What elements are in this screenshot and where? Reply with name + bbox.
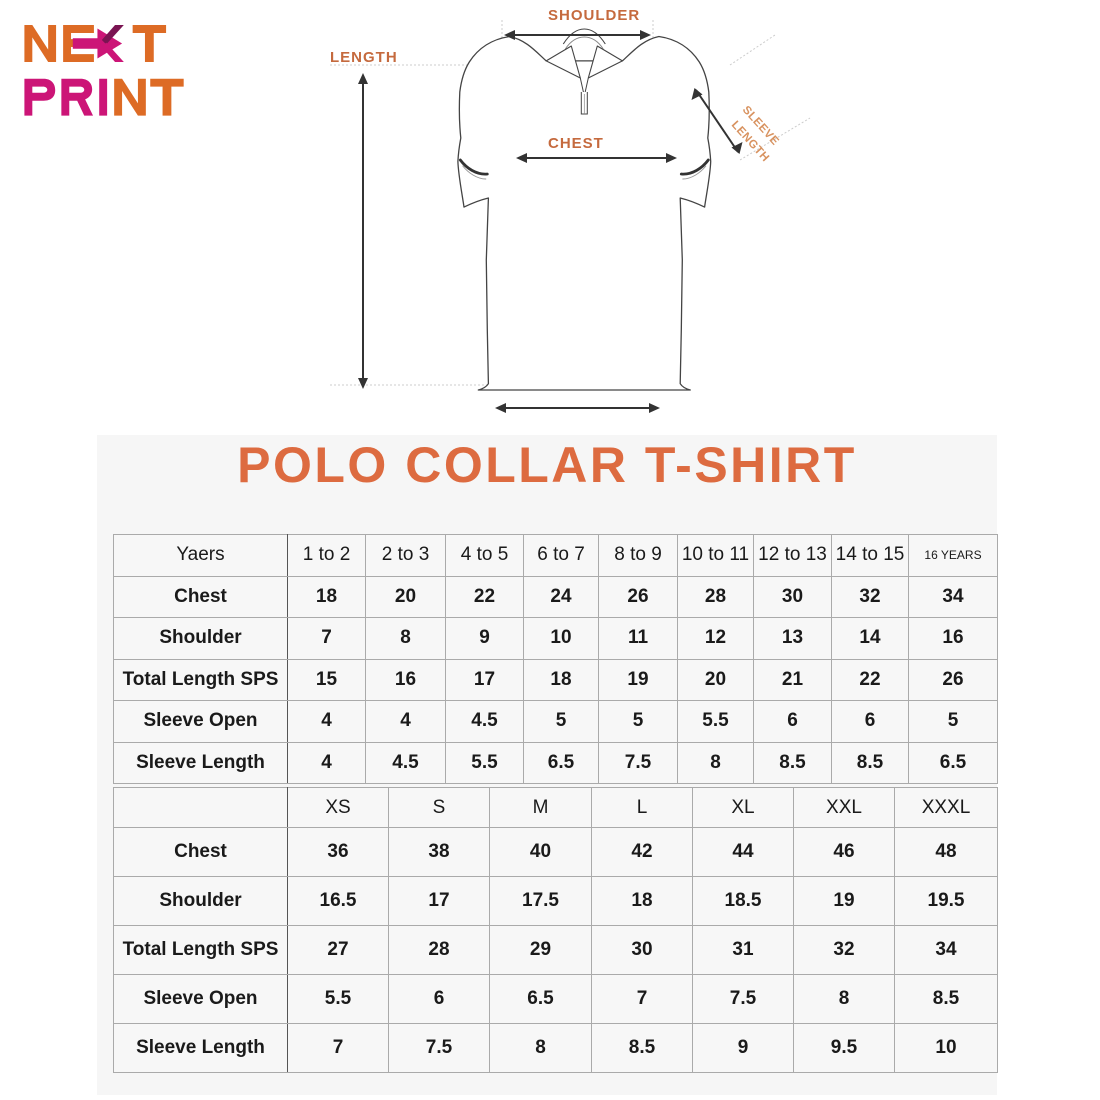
svg-text:LENGTH: LENGTH: [330, 49, 398, 66]
svg-text:SHOULDER: SHOULDER: [548, 7, 640, 24]
svg-text:CHEST: CHEST: [548, 135, 604, 152]
